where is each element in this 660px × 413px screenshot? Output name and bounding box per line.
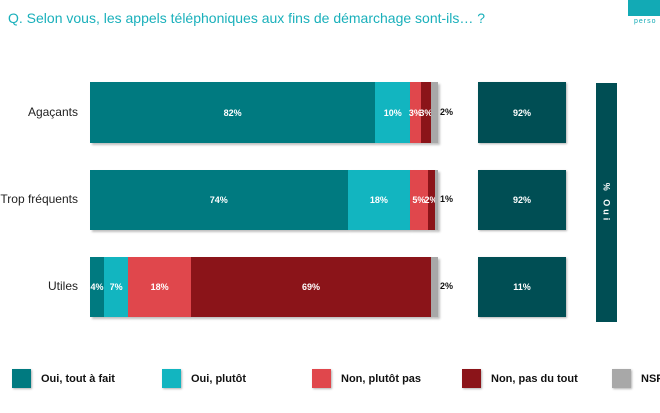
bar-segment: 82% <box>90 82 376 143</box>
legend-item: Non, pas du tout <box>462 369 578 388</box>
bar-segment: 10% <box>375 82 411 143</box>
bar-segment: 2% <box>425 170 438 230</box>
legend-label: Non, pas du tout <box>491 372 578 385</box>
legend-label: Non, plutôt pas <box>341 372 422 385</box>
data-label: 2% <box>440 281 454 291</box>
data-label: 2% <box>440 106 454 117</box>
bar-segment: 18% <box>347 170 411 230</box>
legend-item: NSP <box>612 369 660 388</box>
legend-label: Oui, plutôt <box>191 372 246 385</box>
bar-segment: 5% <box>410 170 428 230</box>
logo-text: perso <box>634 18 657 25</box>
logo <box>628 0 660 16</box>
total-box: 92% <box>478 170 566 230</box>
total-box: 92% <box>478 82 566 143</box>
bar-segment: 69% <box>190 257 432 317</box>
legend-swatch <box>462 369 481 388</box>
data-label: 1% <box>440 194 454 204</box>
total-oui-label: % Oui <box>601 182 612 223</box>
legend-swatch <box>612 369 631 388</box>
bar-segment <box>431 82 438 143</box>
legend-item: Non, plutôt pas <box>312 369 421 388</box>
chart-title: Q. Selon vous, les appels téléphoniques … <box>8 10 486 26</box>
legend-swatch <box>12 369 31 388</box>
bar-segment: 7% <box>103 257 129 317</box>
bar-segment: 4% <box>90 257 104 317</box>
legend-label: Oui, tout à fait <box>41 372 115 385</box>
bar-segment <box>431 257 438 317</box>
total-box: 11% <box>478 257 566 317</box>
bar-segment <box>434 170 438 230</box>
legend-swatch <box>162 369 181 388</box>
category-label: Utiles <box>47 279 78 293</box>
bar-segment: 18% <box>128 257 191 317</box>
legend-item: Oui, tout à fait <box>12 369 115 388</box>
category-label: Trop fréquents <box>0 192 78 206</box>
bar-segment: 3% <box>419 82 432 143</box>
legend-label: NSP <box>641 372 660 385</box>
legend-item: Oui, plutôt <box>162 369 246 388</box>
legend-swatch <box>312 369 331 388</box>
total-oui-label-bar: % Oui <box>596 83 617 322</box>
category-label: Agaçants <box>27 104 78 119</box>
bar-segment: 74% <box>90 170 348 230</box>
bar-segment: 3% <box>409 82 422 143</box>
